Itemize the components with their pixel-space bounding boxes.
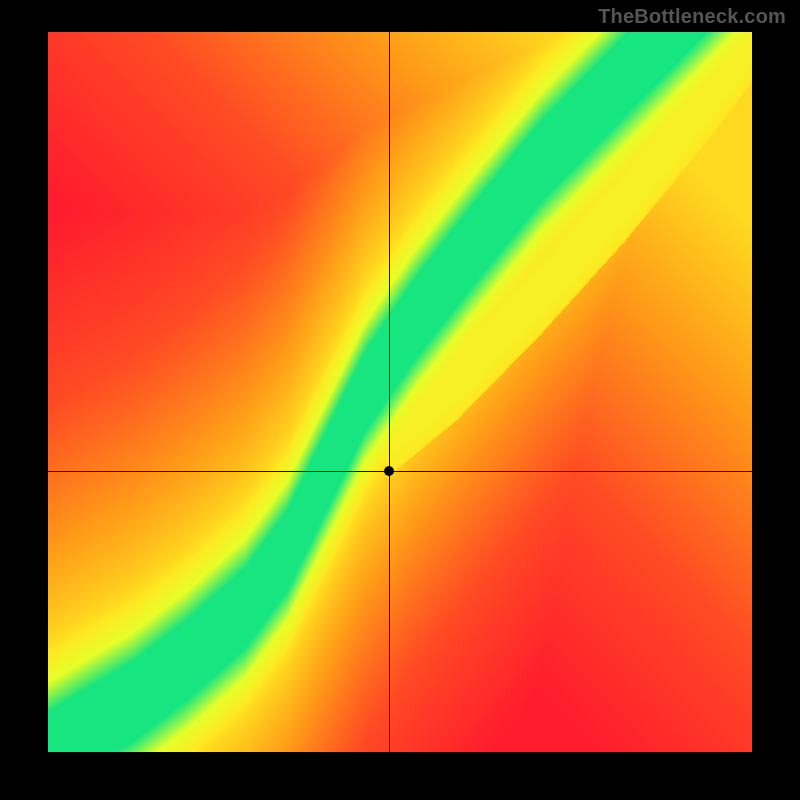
heatmap-plot — [48, 32, 752, 752]
crosshair-horizontal — [48, 471, 752, 472]
page-root: TheBottleneck.com — [0, 0, 800, 800]
crosshair-marker — [384, 466, 394, 476]
crosshair-vertical — [389, 32, 390, 752]
heatmap-canvas — [48, 32, 752, 752]
watermark-label: TheBottleneck.com — [598, 6, 786, 29]
